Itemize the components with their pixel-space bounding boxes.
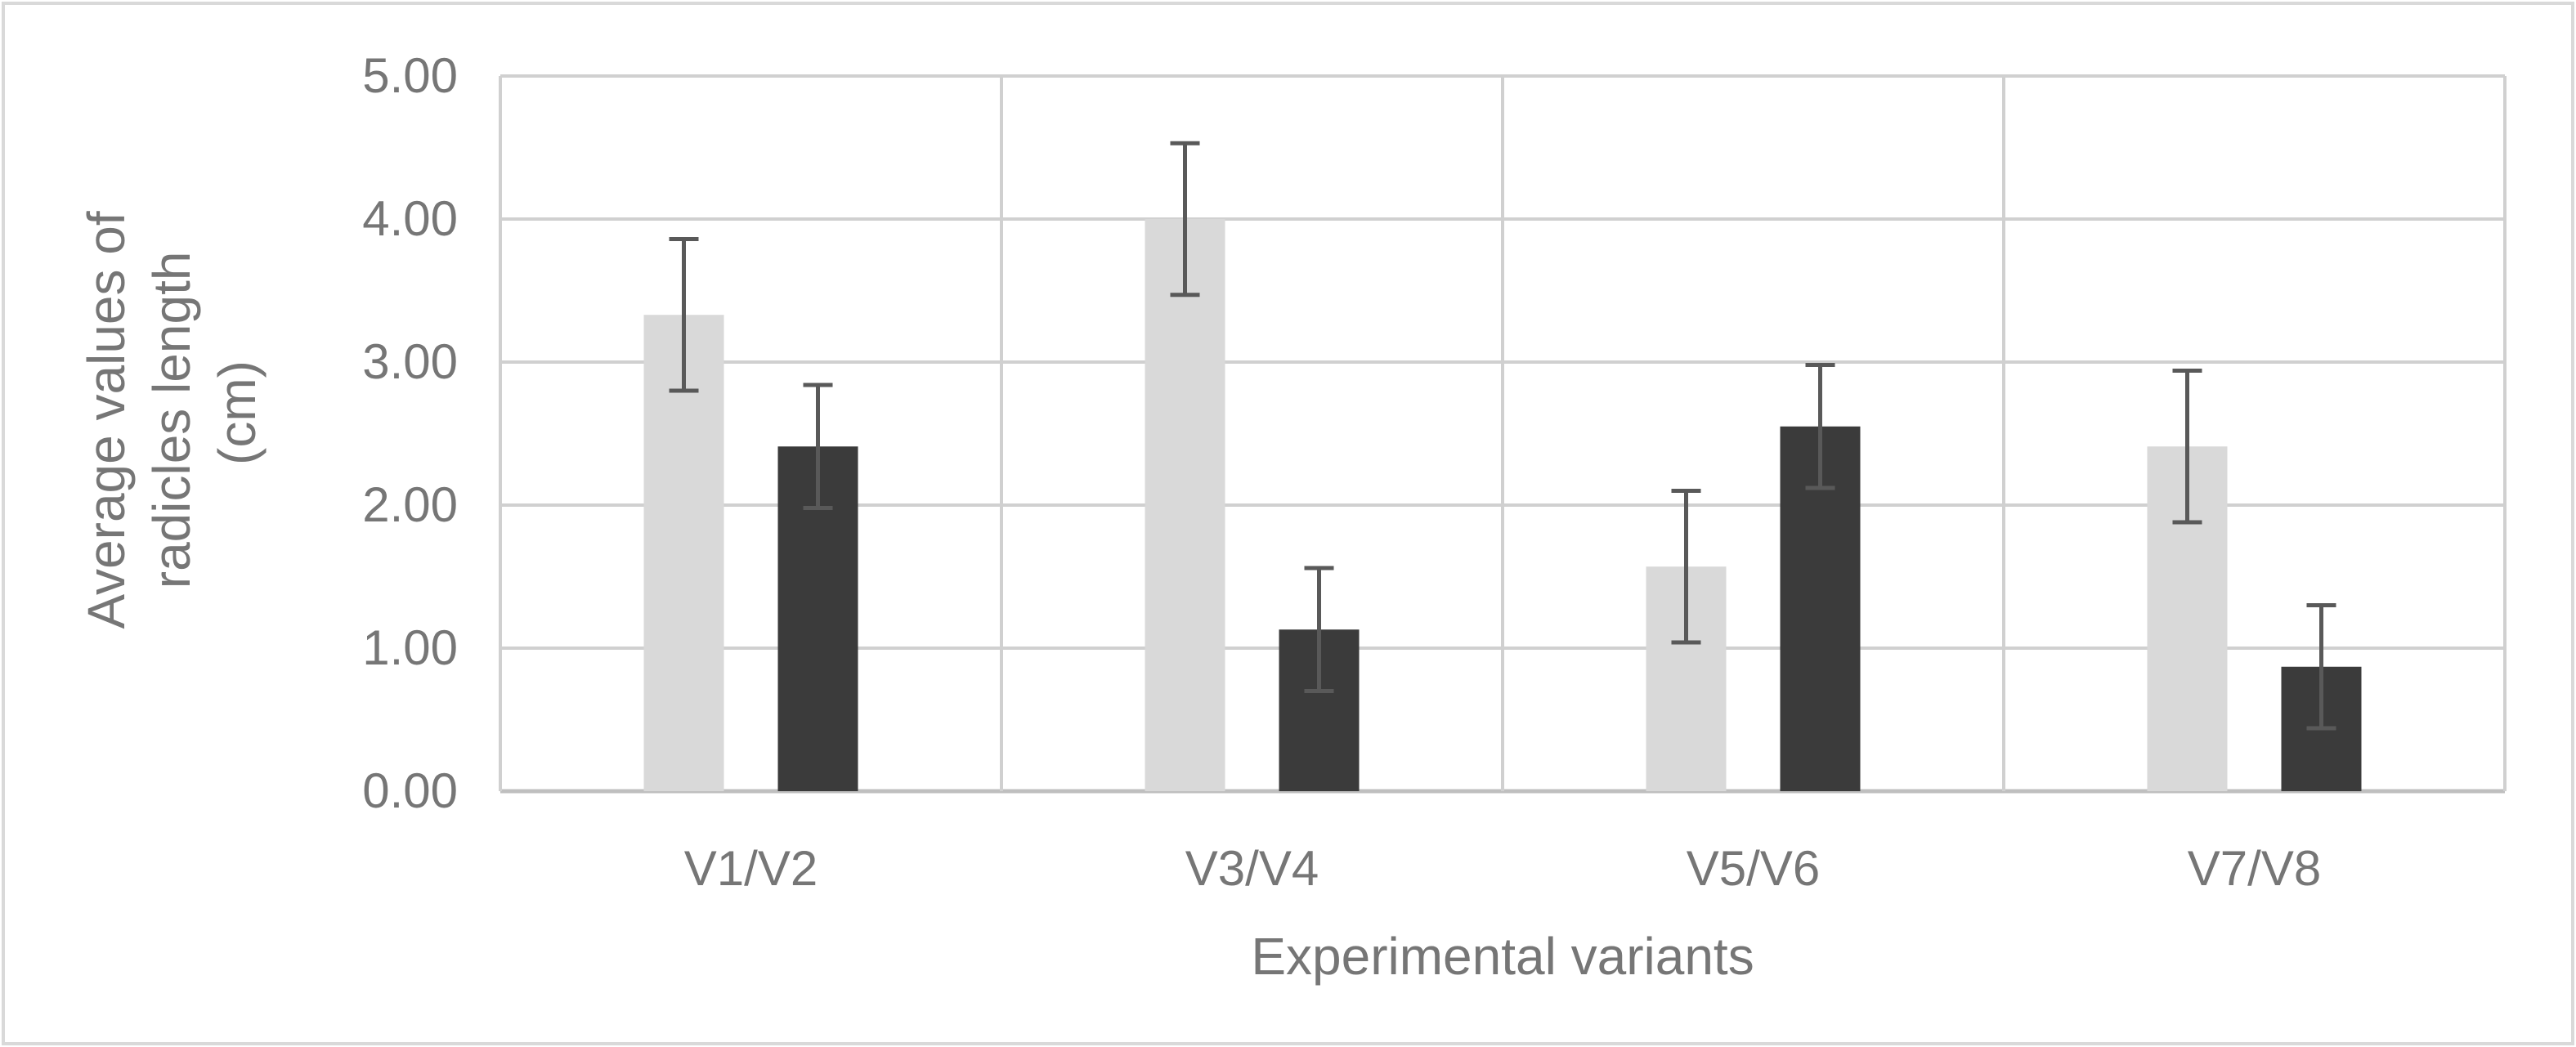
axis-titles: Experimental variants Average values of … [77,197,1754,986]
x-tick-label: V7/V8 [2188,841,2321,896]
y-tick-label: 0.00 [362,763,458,818]
y-axis-title: Average values of radicles length (cm) [77,197,267,629]
y-axis-title-line-3: (cm) [208,360,267,465]
bar [1145,219,1225,791]
y-tick-label: 2.00 [362,477,458,532]
x-axis-title: Experimental variants [1251,927,1754,986]
x-tick-label: V3/V4 [1185,841,1319,896]
y-tick-label: 5.00 [362,48,458,103]
y-tick-label: 1.00 [362,620,458,675]
x-tick-label: V1/V2 [684,841,818,896]
tick-labels: 0.00 1.00 2.00 3.00 4.00 5.00 V1/V2 V3/V4 V5/V6 V… [362,48,2321,896]
x-tick-label: V5/V6 [1687,841,1820,896]
y-axis-title-line-1: Average values of [77,211,136,629]
y-axis-title-line-2: radicles length [142,252,201,589]
y-tick-label: 3.00 [362,334,458,389]
y-tick-label: 4.00 [362,191,458,246]
bar [643,315,724,791]
error-bars [669,141,2336,731]
